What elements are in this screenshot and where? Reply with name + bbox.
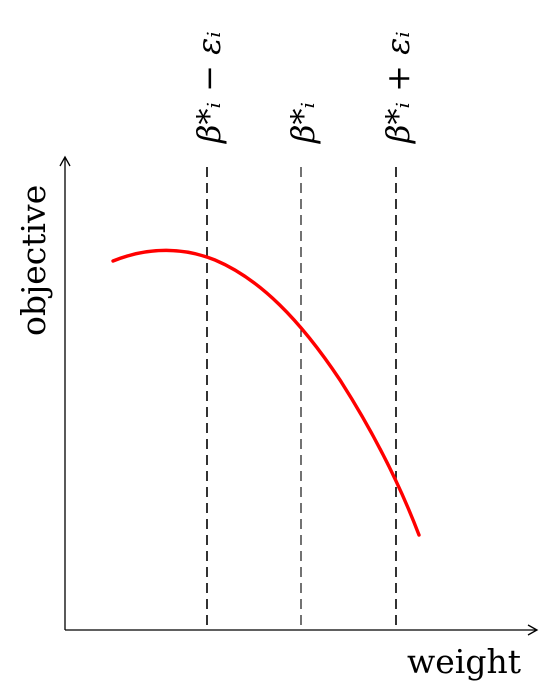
marker-label-optimum: β*ᵢ [284,102,322,144]
objective-curve [111,248,421,537]
x-axis-label: weight [407,642,521,681]
marker-label-lower: β*ᵢ − εᵢ [190,31,228,144]
y-axis-label: objective [14,185,53,336]
marker-label-upper: β*ᵢ + εᵢ [379,31,417,144]
x-axis-arrow-icon [527,624,539,636]
y-axis-arrow-icon [59,155,71,167]
